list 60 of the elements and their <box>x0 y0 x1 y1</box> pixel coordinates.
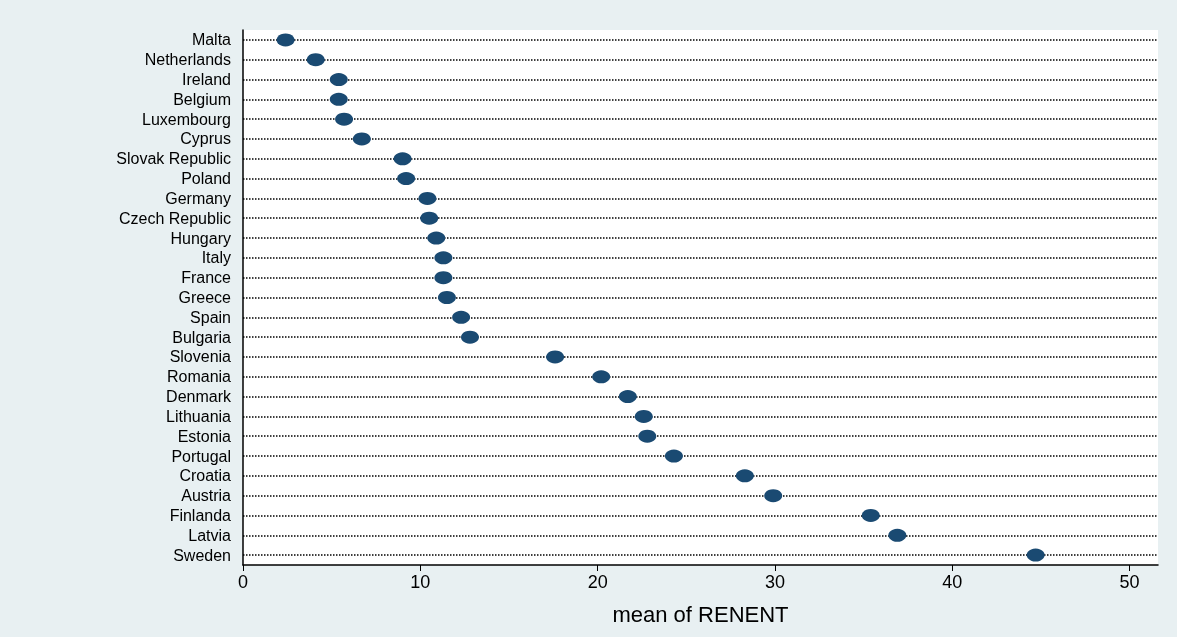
y-tick-label: Slovenia <box>169 348 232 366</box>
y-tick-label: Netherlands <box>144 51 231 69</box>
y-tick-label: Denmark <box>166 388 232 406</box>
point <box>329 73 348 87</box>
y-tick-label: Portugal <box>171 447 231 465</box>
point <box>397 172 416 186</box>
point <box>664 449 683 463</box>
point <box>335 112 354 126</box>
point <box>888 528 907 542</box>
y-tick-label: Luxembourg <box>142 110 231 128</box>
point <box>393 152 412 166</box>
y-tick-label: Latvia <box>188 526 232 544</box>
point <box>427 231 446 245</box>
y-tick-label: Ireland <box>182 71 231 89</box>
y-tick-label: Bulgaria <box>172 328 232 346</box>
x-tick-label: 40 <box>942 572 963 592</box>
y-tick-label: Lithuania <box>166 407 232 425</box>
y-tick-label: Estonia <box>177 427 232 445</box>
point <box>764 489 783 503</box>
point <box>329 92 348 106</box>
point <box>861 508 880 522</box>
point <box>592 370 611 384</box>
point <box>461 330 479 344</box>
y-tick-label: Greece <box>178 289 232 306</box>
x-axis-title: mean of RENENT <box>612 601 789 627</box>
point <box>418 191 437 205</box>
y-tick-label: Hungary <box>170 229 231 247</box>
y-tick-label: Germany <box>165 189 231 207</box>
point <box>434 251 453 265</box>
y-tick-label: Cyprus <box>180 130 231 148</box>
y-tick-label: Poland <box>181 170 231 188</box>
x-tick-label: 50 <box>1119 572 1140 592</box>
x-tick-label: 0 <box>237 572 249 592</box>
point <box>735 469 754 483</box>
point <box>618 390 637 404</box>
y-tick-label: Sweden <box>173 546 231 564</box>
point <box>634 409 653 423</box>
point <box>1026 548 1045 562</box>
point <box>276 33 295 47</box>
y-tick-label: France <box>181 269 232 287</box>
y-tick-label: Finlanda <box>169 506 232 524</box>
y-tick-label: Romania <box>166 368 232 386</box>
y-tick-label: Czech Republic <box>118 209 231 227</box>
y-tick-label: Italy <box>201 249 231 267</box>
point <box>420 211 439 225</box>
point <box>352 132 371 146</box>
point <box>452 310 471 324</box>
point <box>434 271 453 285</box>
y-tick-label: Austria <box>181 487 232 505</box>
point <box>638 429 657 443</box>
y-tick-label: Belgium <box>173 90 231 108</box>
y-tick-label: Croatia <box>179 467 232 485</box>
x-tick-label: 10 <box>410 572 431 592</box>
y-tick-label: Slovak Republic <box>116 150 231 168</box>
y-tick-label: Spain <box>190 308 231 326</box>
point <box>306 53 325 67</box>
x-tick-label: 20 <box>587 572 608 592</box>
y-tick-label: Malta <box>191 31 232 49</box>
x-tick-label: 30 <box>764 572 785 592</box>
point <box>546 350 565 364</box>
